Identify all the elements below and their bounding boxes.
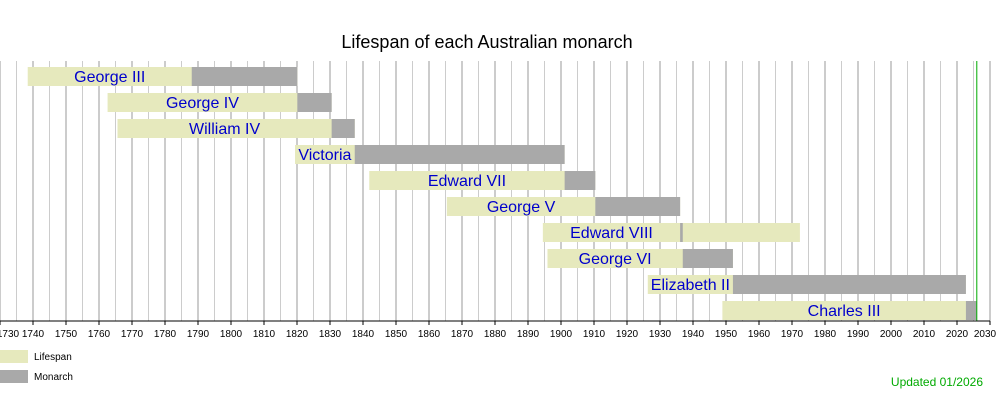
monarch-name: Edward VIII bbox=[570, 225, 653, 242]
monarch-name: George IV bbox=[166, 95, 239, 112]
reign-bar bbox=[191, 67, 298, 86]
x-tick-label: 1820 bbox=[286, 329, 309, 340]
x-tick-label: 1990 bbox=[847, 329, 870, 340]
x-tick-label: 1850 bbox=[385, 329, 408, 340]
legend-lifespan-swatch bbox=[0, 350, 28, 363]
x-tick-label: 1920 bbox=[616, 329, 639, 340]
x-tick-label: 1760 bbox=[88, 329, 111, 340]
lifespan-bar bbox=[107, 93, 332, 112]
reign-bar bbox=[331, 119, 355, 138]
monarch-row: William IV bbox=[117, 119, 355, 138]
monarch-name: Charles III bbox=[808, 303, 881, 320]
x-tick-label: 1810 bbox=[253, 329, 276, 340]
lifespan-bar bbox=[722, 301, 977, 320]
x-tick-label: 1900 bbox=[550, 329, 573, 340]
x-tick-label: 1830 bbox=[319, 329, 342, 340]
x-tick-label: 1790 bbox=[187, 329, 210, 340]
legend-monarch-swatch bbox=[0, 370, 28, 383]
x-tick-label: 1940 bbox=[682, 329, 705, 340]
monarch-row: Elizabeth II bbox=[647, 275, 966, 294]
lifespan-bar bbox=[542, 223, 800, 242]
reign-bar bbox=[965, 301, 977, 320]
reign-bar bbox=[354, 145, 565, 164]
monarch-name: Elizabeth II bbox=[651, 277, 730, 294]
reign-bar bbox=[680, 223, 683, 242]
x-tick-label: 1980 bbox=[814, 329, 837, 340]
x-tick-label: 1970 bbox=[781, 329, 804, 340]
reign-bar bbox=[732, 275, 966, 294]
monarch-row: Victoria bbox=[295, 145, 565, 164]
x-tick-label: 1740 bbox=[22, 329, 45, 340]
x-axis: 17301740 1750 1760 1770 1780 1790 1800 1810 1820… bbox=[0, 320, 997, 340]
x-tick-label: 2010 bbox=[913, 329, 936, 340]
monarch-name: Edward VII bbox=[428, 173, 506, 190]
x-tick-label: 1750 bbox=[55, 329, 78, 340]
monarch-row: George IV bbox=[107, 93, 332, 112]
monarch-name: George III bbox=[74, 69, 145, 86]
monarch-name: William IV bbox=[189, 121, 260, 138]
x-tick-label: 1950 bbox=[715, 329, 738, 340]
x-tick-label: 1960 bbox=[748, 329, 771, 340]
reign-bar bbox=[595, 197, 681, 216]
x-tick-label: 2030 bbox=[974, 329, 997, 340]
legend-lifespan-label: Lifespan bbox=[34, 352, 72, 363]
monarch-row: George III bbox=[27, 67, 298, 86]
lifespan-bar bbox=[369, 171, 596, 190]
monarch-row: Charles III bbox=[722, 301, 977, 320]
x-tick-label: 1800 bbox=[220, 329, 243, 340]
monarch-name: George V bbox=[487, 199, 556, 216]
monarch-name: George VI bbox=[579, 251, 652, 268]
lifespan-bar bbox=[117, 119, 355, 138]
monarch-row: George V bbox=[446, 197, 681, 216]
x-tick-label: 1730 bbox=[0, 329, 20, 340]
monarch-row: Edward VII bbox=[369, 171, 596, 190]
reign-bar bbox=[297, 93, 332, 112]
x-tick-label: 1860 bbox=[418, 329, 441, 340]
legend: Lifespan Monarch bbox=[0, 350, 73, 383]
chart-title: Lifespan of each Australian monarch bbox=[341, 32, 632, 52]
reign-bar bbox=[564, 171, 596, 190]
x-tick-label: 2020 bbox=[946, 329, 969, 340]
monarch-bars: George III George IV William IV Victoria Edw… bbox=[27, 61, 978, 321]
monarch-name: Victoria bbox=[298, 147, 351, 164]
x-tick-label: 1890 bbox=[517, 329, 540, 340]
updated-note: Updated 01/2026 bbox=[891, 375, 983, 389]
x-tick-label: 1930 bbox=[649, 329, 672, 340]
x-tick-label: 2000 bbox=[880, 329, 903, 340]
legend-monarch-label: Monarch bbox=[34, 372, 73, 383]
x-tick-label: 1910 bbox=[583, 329, 606, 340]
x-tick-label: 1770 bbox=[121, 329, 144, 340]
reign-bar bbox=[682, 249, 733, 268]
monarch-row: Edward VIII bbox=[542, 223, 800, 242]
x-tick-label: 1840 bbox=[352, 329, 375, 340]
monarch-row: George VI bbox=[547, 249, 733, 268]
x-tick-label: 1780 bbox=[154, 329, 177, 340]
x-tick-label: 1870 bbox=[451, 329, 474, 340]
x-tick-label: 1880 bbox=[484, 329, 507, 340]
